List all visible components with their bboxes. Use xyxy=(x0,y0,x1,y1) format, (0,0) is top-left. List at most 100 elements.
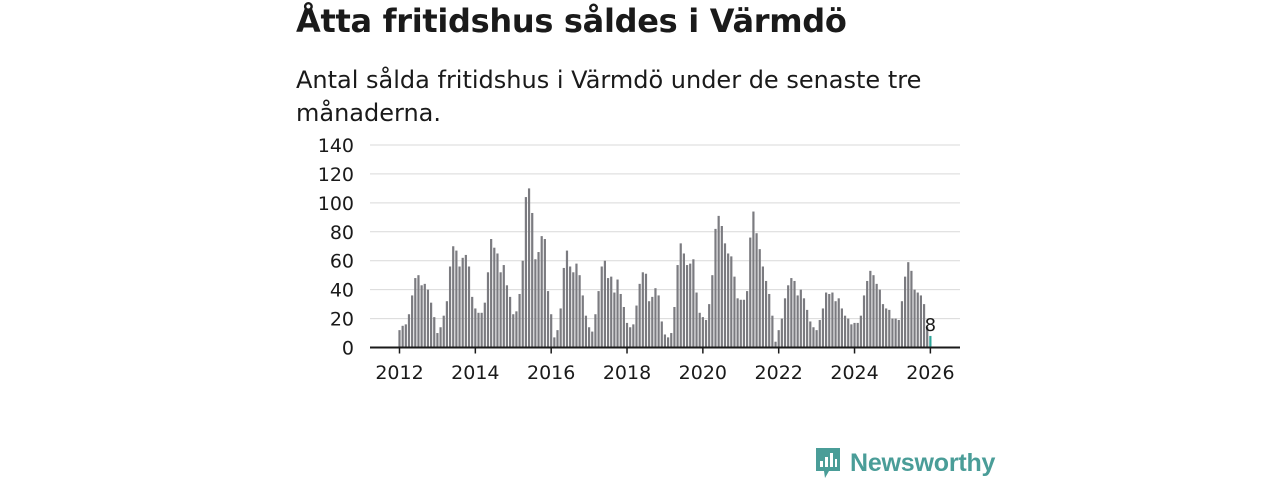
bar xyxy=(512,314,515,348)
bar xyxy=(486,272,490,348)
bar xyxy=(483,302,486,348)
bar xyxy=(733,276,736,348)
y-tick-label: 40 xyxy=(330,280,354,302)
bar xyxy=(768,293,771,348)
bar xyxy=(818,320,821,348)
bar xyxy=(793,280,796,348)
bar xyxy=(625,322,629,348)
bar xyxy=(597,291,600,348)
bar xyxy=(843,315,847,348)
bar xyxy=(780,318,783,348)
bar xyxy=(474,308,477,348)
bar xyxy=(588,327,591,348)
bar xyxy=(546,291,550,348)
bar xyxy=(812,327,815,348)
bar xyxy=(629,327,632,348)
bar xyxy=(613,292,616,348)
bar xyxy=(430,302,433,348)
bar xyxy=(524,197,527,348)
bar xyxy=(679,243,682,348)
bar xyxy=(401,325,404,348)
x-tick-label: 2018 xyxy=(603,362,651,384)
bar xyxy=(790,278,793,348)
bar xyxy=(553,337,556,348)
bar xyxy=(891,318,894,348)
bar xyxy=(850,324,853,348)
bar xyxy=(654,288,657,348)
bar xyxy=(695,292,698,348)
bar xyxy=(616,279,619,348)
bar xyxy=(720,226,723,348)
chart-title: Åtta fritidshus såldes i Värmdö xyxy=(296,2,847,40)
bar xyxy=(426,289,430,348)
bar xyxy=(433,317,436,348)
bar xyxy=(455,250,458,348)
y-tick-label: 120 xyxy=(318,164,354,186)
bar xyxy=(651,296,654,348)
bar xyxy=(831,292,834,348)
bar xyxy=(774,341,777,348)
bar xyxy=(635,305,638,348)
y-tick-label: 60 xyxy=(330,251,354,273)
bar xyxy=(837,298,840,348)
bar xyxy=(569,266,572,348)
bar xyxy=(527,188,531,348)
bar xyxy=(464,254,467,348)
bar xyxy=(771,315,774,348)
bar xyxy=(477,312,480,348)
y-tick-label: 140 xyxy=(318,135,354,157)
bar xyxy=(802,298,806,348)
bar xyxy=(809,321,812,348)
bar xyxy=(821,308,825,348)
x-tick-label: 2014 xyxy=(451,362,499,384)
bar xyxy=(534,259,537,348)
bar-chart: 0 20 40 60 80 100 120 140 8 2012 2014 2016 2018 202… xyxy=(318,135,960,384)
bar xyxy=(496,253,499,348)
bar xyxy=(490,239,493,348)
bar xyxy=(727,253,730,348)
bar xyxy=(764,280,768,348)
bar xyxy=(442,315,445,348)
bar xyxy=(752,211,755,348)
bar xyxy=(866,280,869,348)
bar xyxy=(859,315,862,348)
bar xyxy=(448,266,452,348)
bar xyxy=(847,318,850,348)
bar xyxy=(806,309,809,348)
bar xyxy=(885,308,888,348)
bar xyxy=(682,253,685,348)
bar xyxy=(904,276,907,348)
bar xyxy=(815,330,818,348)
bar xyxy=(907,262,910,348)
x-tick-label: 2016 xyxy=(527,362,575,384)
newsworthy-logo[interactable]: Newsworthy xyxy=(814,446,995,480)
bar xyxy=(685,265,689,348)
brand-name: Newsworthy xyxy=(850,448,996,477)
bar xyxy=(559,308,562,348)
bar xyxy=(667,337,670,348)
highlight-value-label: 8 xyxy=(925,315,936,336)
bar xyxy=(926,327,929,348)
bar xyxy=(531,212,534,348)
bar xyxy=(676,265,679,348)
bar xyxy=(407,314,411,348)
bar xyxy=(916,292,919,348)
bar xyxy=(723,243,727,348)
bar xyxy=(888,309,891,348)
bar xyxy=(736,298,739,348)
bar xyxy=(540,236,543,348)
bar xyxy=(711,275,714,348)
bar xyxy=(467,266,471,348)
bar xyxy=(692,259,695,348)
bar xyxy=(572,272,575,348)
bar xyxy=(493,247,496,348)
bar xyxy=(783,298,787,348)
bar xyxy=(897,320,900,348)
bar xyxy=(749,237,752,348)
bar xyxy=(565,250,569,348)
y-axis-ticks: 0 20 40 60 80 100 120 140 xyxy=(318,135,354,360)
bar xyxy=(398,330,401,348)
bar xyxy=(638,283,641,348)
bar xyxy=(761,266,764,348)
chart-subtitle: Antal sålda fritidshus i Värmdö under de… xyxy=(296,66,922,127)
